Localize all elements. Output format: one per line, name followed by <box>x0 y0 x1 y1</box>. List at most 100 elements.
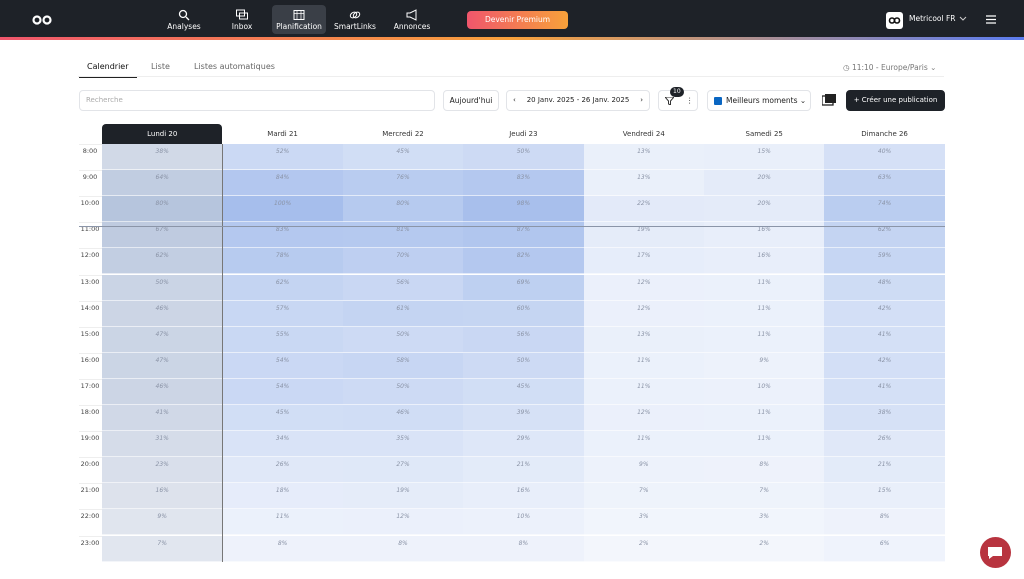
heatmap-cell[interactable]: 11% <box>704 300 825 327</box>
tab[interactable]: Liste <box>151 62 170 71</box>
heatmap-cell[interactable]: 11% <box>583 352 704 379</box>
heatmap-cell[interactable]: 12% <box>583 274 704 301</box>
heatmap-cell[interactable]: 50% <box>342 378 464 405</box>
heatmap-cell[interactable]: 11% <box>583 378 704 405</box>
heatmap-cell[interactable]: 12% <box>342 509 464 536</box>
heatmap-cell[interactable]: 50% <box>463 352 584 379</box>
heatmap-cell[interactable]: 11% <box>704 274 825 301</box>
heatmap-cell[interactable]: 100% <box>222 196 343 223</box>
heatmap-cell[interactable]: 45% <box>222 405 343 432</box>
heatmap-cell[interactable]: 60% <box>463 300 584 327</box>
heatmap-cell[interactable]: 48% <box>824 274 945 301</box>
heatmap-cell[interactable]: 12% <box>583 405 704 432</box>
heatmap-cell[interactable]: 40% <box>824 144 945 171</box>
heatmap-cell[interactable]: 42% <box>824 300 945 327</box>
heatmap-cell[interactable]: 2% <box>704 535 825 562</box>
heatmap-cell[interactable]: 21% <box>463 457 584 484</box>
heatmap-cell[interactable]: 41% <box>824 378 945 405</box>
heatmap-cell[interactable]: 47% <box>102 352 223 379</box>
account-caret[interactable] <box>959 16 967 22</box>
heatmap-cell[interactable]: 46% <box>342 405 464 432</box>
chat-button[interactable] <box>980 537 1011 568</box>
heatmap-cell[interactable]: 9% <box>102 509 223 536</box>
timezone[interactable]: ◷ 11:10 - Europe/Paris ⌄ <box>843 63 937 72</box>
heatmap-cell[interactable]: 26% <box>824 431 945 458</box>
heatmap-cell[interactable]: 9% <box>583 457 704 484</box>
create-button[interactable]: + Créer une publication <box>846 90 945 111</box>
heatmap-cell[interactable]: 21% <box>824 457 945 484</box>
heatmap-cell[interactable]: 35% <box>342 431 464 458</box>
heatmap-cell[interactable]: 22% <box>583 196 704 223</box>
heatmap-cell[interactable]: 41% <box>824 326 945 353</box>
heatmap-cell[interactable]: 15% <box>824 483 945 510</box>
heatmap-cell[interactable]: 74% <box>824 196 945 223</box>
heatmap-cell[interactable]: 83% <box>463 170 584 197</box>
heatmap-cell[interactable]: 98% <box>463 196 584 223</box>
heatmap-cell[interactable]: 54% <box>222 352 343 379</box>
heatmap-cell[interactable]: 16% <box>704 248 825 275</box>
heatmap-cell[interactable]: 18% <box>222 483 343 510</box>
heatmap-cell[interactable]: 29% <box>463 431 584 458</box>
heatmap-cell[interactable]: 17% <box>583 248 704 275</box>
heatmap-cell[interactable]: 56% <box>463 326 584 353</box>
heatmap-cell[interactable]: 13% <box>583 170 704 197</box>
heatmap-cell[interactable]: 16% <box>102 483 223 510</box>
heatmap-cell[interactable]: 46% <box>102 378 223 405</box>
heatmap-cell[interactable]: 23% <box>102 457 223 484</box>
heatmap-cell[interactable]: 13% <box>583 144 704 171</box>
heatmap-cell[interactable]: 31% <box>102 431 223 458</box>
heatmap-cell[interactable]: 7% <box>704 483 825 510</box>
heatmap-cell[interactable]: 54% <box>222 378 343 405</box>
heatmap-cell[interactable]: 6% <box>824 535 945 562</box>
heatmap-cell[interactable]: 11% <box>222 509 343 536</box>
tab[interactable]: Listes automatiques <box>194 62 275 71</box>
account-avatar[interactable] <box>886 12 903 29</box>
heatmap-cell[interactable]: 46% <box>102 300 223 327</box>
heatmap-cell[interactable]: 62% <box>222 274 343 301</box>
today-button[interactable]: Aujourd'hui <box>443 90 499 111</box>
heatmap-cell[interactable]: 26% <box>222 457 343 484</box>
search-input[interactable]: Recherche <box>79 90 435 111</box>
heatmap-cell[interactable]: 63% <box>824 170 945 197</box>
heatmap-cell[interactable]: 45% <box>342 144 464 171</box>
menu-icon[interactable] <box>986 15 996 24</box>
view-select[interactable]: Meilleurs moments ⌄ <box>707 90 811 111</box>
heatmap-cell[interactable]: 8% <box>704 457 825 484</box>
heatmap-cell[interactable]: 13% <box>583 326 704 353</box>
heatmap-cell[interactable]: 69% <box>463 274 584 301</box>
heatmap-cell[interactable]: 12% <box>583 300 704 327</box>
heatmap-cell[interactable]: 78% <box>222 248 343 275</box>
heatmap-cell[interactable]: 50% <box>463 144 584 171</box>
heatmap-cell[interactable]: 50% <box>102 274 223 301</box>
next-week[interactable]: › <box>640 96 643 104</box>
heatmap-cell[interactable]: 47% <box>102 326 223 353</box>
tab[interactable]: Calendrier <box>79 62 137 78</box>
heatmap-cell[interactable]: 52% <box>222 144 343 171</box>
heatmap-cell[interactable]: 7% <box>102 535 223 562</box>
nav-item[interactable]: Analyses <box>158 5 210 34</box>
account-name[interactable]: Metricool FR <box>909 14 956 23</box>
heatmap-cell[interactable]: 84% <box>222 170 343 197</box>
heatmap-cell[interactable]: 20% <box>704 196 825 223</box>
nav-item[interactable]: Planification <box>272 5 326 34</box>
heatmap-cell[interactable]: 11% <box>704 326 825 353</box>
heatmap-cell[interactable]: 7% <box>583 483 704 510</box>
nav-item[interactable]: Annonces <box>386 5 438 34</box>
nav-item[interactable]: SmartLinks <box>329 5 381 34</box>
heatmap-cell[interactable]: 11% <box>704 431 825 458</box>
heatmap-cell[interactable]: 38% <box>824 405 945 432</box>
heatmap-cell[interactable]: 8% <box>342 535 464 562</box>
heatmap-cell[interactable]: 58% <box>342 352 464 379</box>
heatmap-cell[interactable]: 3% <box>583 509 704 536</box>
heatmap-cell[interactable]: 56% <box>342 274 464 301</box>
heatmap-cell[interactable]: 8% <box>463 535 584 562</box>
heatmap-cell[interactable]: 16% <box>463 483 584 510</box>
heatmap-cell[interactable]: 70% <box>342 248 464 275</box>
heatmap-cell[interactable]: 10% <box>704 378 825 405</box>
heatmap-cell[interactable]: 2% <box>583 535 704 562</box>
heatmap-cell[interactable]: 38% <box>102 144 223 171</box>
heatmap-cell[interactable]: 62% <box>102 248 223 275</box>
heatmap-cell[interactable]: 8% <box>222 535 343 562</box>
heatmap-cell[interactable]: 39% <box>463 405 584 432</box>
heatmap-cell[interactable]: 80% <box>102 196 223 223</box>
